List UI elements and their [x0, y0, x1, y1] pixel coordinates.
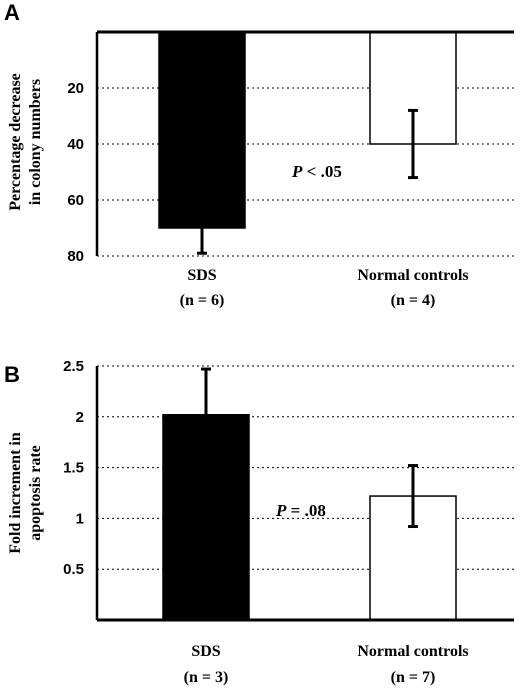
panel-a-category-controls: Normal controls — [357, 267, 468, 284]
panel-b-p-value: P = .08 — [275, 501, 326, 520]
panel-b-error-bars — [201, 367, 418, 529]
panel-b-category-controls: Normal controls — [357, 643, 468, 660]
panel-b-ylabel-line1: Fold increment in — [7, 432, 24, 554]
panel-a-category-controls-n: (n = 4) — [391, 292, 436, 309]
panel-b-p-text: = .08 — [286, 501, 325, 520]
panel-a-ytick-labels: 20 40 60 80 — [67, 80, 84, 265]
panel-b-category-sds-n: (n = 3) — [184, 669, 229, 686]
panel-b: B Fold increment in apoptosis rate 0.5 1 1… — [4, 358, 514, 686]
panel-b-ytick-label: 2 — [76, 409, 84, 426]
panel-b-label: B — [4, 362, 20, 387]
panel-a-ytick-label: 40 — [67, 136, 84, 153]
panel-a-p-symbol: P — [291, 162, 303, 181]
panel-b-bars — [162, 414, 457, 621]
panel-a-category-sds: SDS — [187, 267, 216, 284]
panel-a-ytick-label: 20 — [67, 80, 84, 97]
panel-b-ytick-label: 2.5 — [63, 358, 84, 375]
panel-a-label: A — [4, 0, 20, 25]
panel-a-category-sds-n: (n = 6) — [180, 292, 225, 309]
panel-b-ytick-labels: 0.5 1 1.5 2 2.5 — [63, 358, 84, 578]
panel-b-bar-sds — [162, 414, 250, 621]
panel-a-ytick-label: 80 — [67, 248, 84, 265]
panel-a-ytick-label: 60 — [67, 192, 84, 209]
panel-a-error-bars — [197, 108, 418, 255]
panel-a: A Percentage decrease in colony numbers … — [4, 0, 514, 309]
panel-a-p-text: < .05 — [302, 162, 341, 181]
panel-a-p-value: P < .05 — [291, 162, 342, 181]
panel-b-ytick-label: 1.5 — [63, 460, 84, 477]
panel-b-ylabel-line2: apoptosis rate — [27, 445, 44, 541]
panel-a-ylabel-line1: Percentage decrease — [7, 73, 24, 211]
panel-a-ylabel-line2: in colony numbers — [27, 79, 44, 205]
panel-b-ytick-label: 1 — [76, 510, 84, 527]
panel-b-p-symbol: P — [275, 501, 287, 520]
panel-a-bars — [158, 31, 457, 229]
panel-b-category-controls-n: (n = 7) — [391, 669, 436, 686]
panel-b-category-sds: SDS — [191, 643, 220, 660]
panel-b-ytick-label: 0.5 — [63, 561, 84, 578]
panel-a-bar-sds — [158, 31, 246, 229]
